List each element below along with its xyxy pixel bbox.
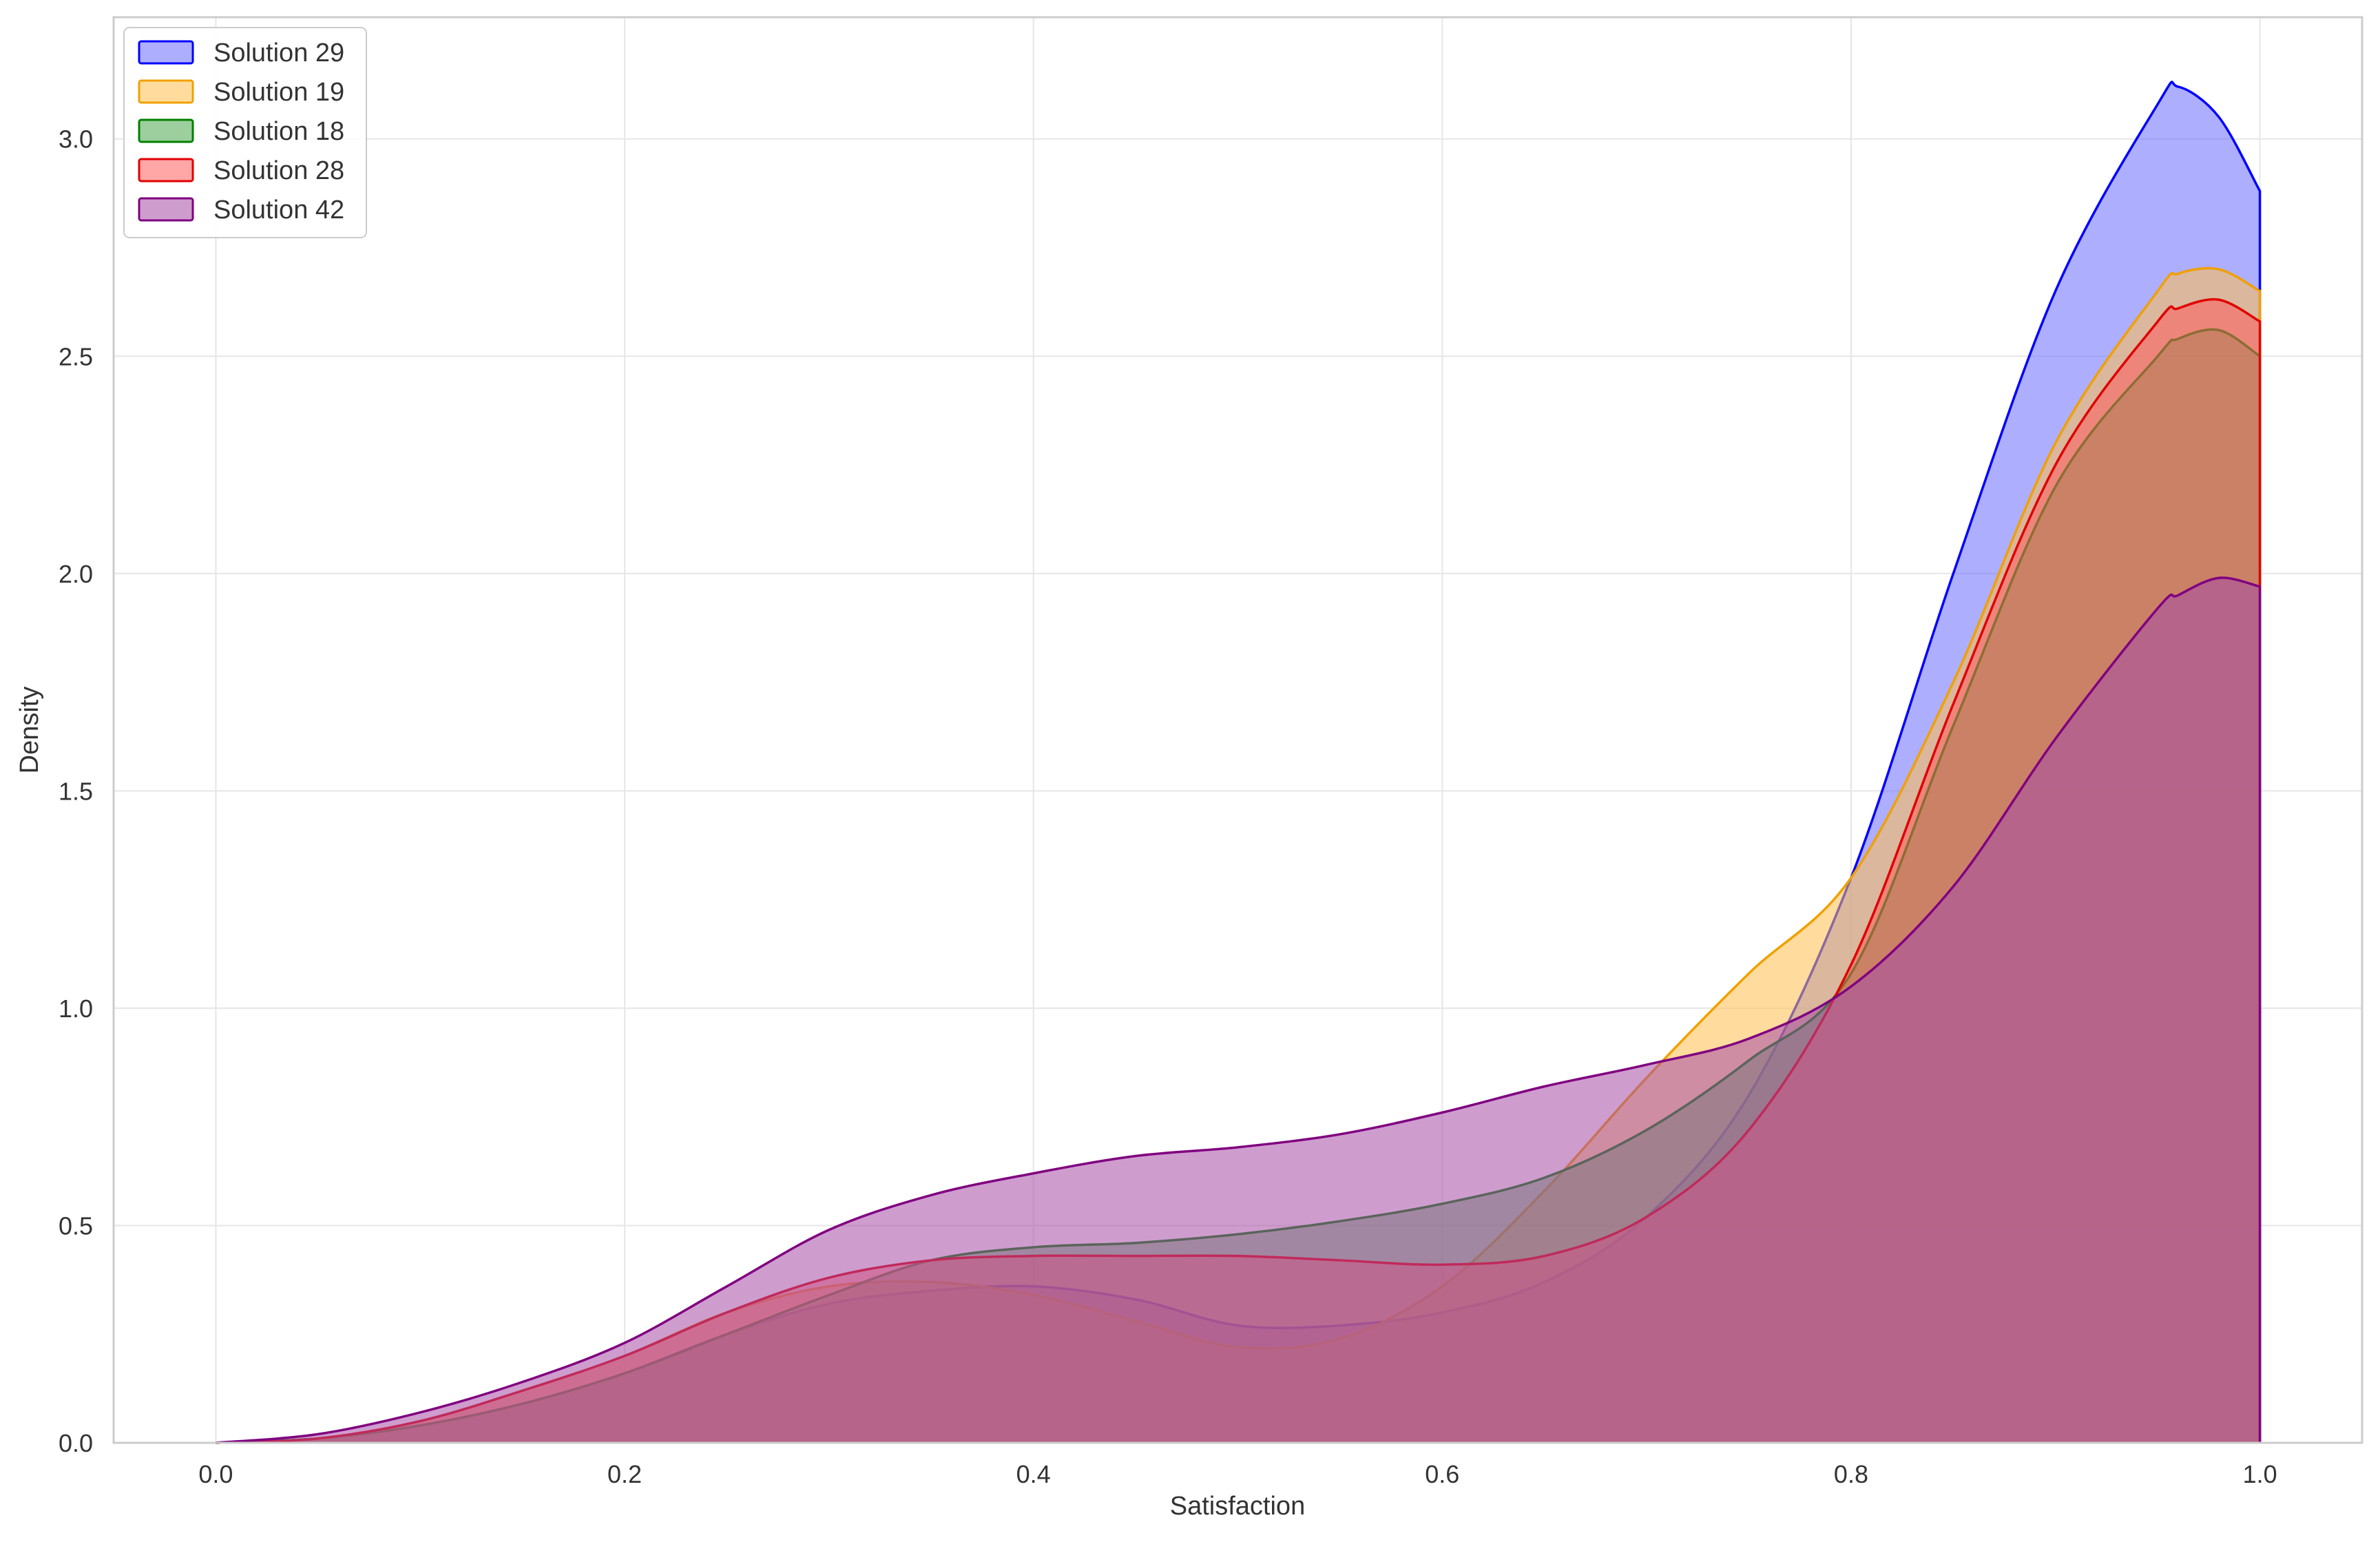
- density-area-solution-42: [216, 577, 2260, 1443]
- x-tick-label: 0.2: [607, 1460, 642, 1488]
- legend-label-solution-28: Solution 28: [213, 156, 344, 185]
- x-axis-label: Satisfaction: [1170, 1492, 1305, 1521]
- y-tick-label: 1.5: [59, 777, 93, 805]
- x-tick-label: 0.4: [1016, 1460, 1051, 1488]
- x-tick-label: 0.6: [1425, 1460, 1459, 1488]
- density-areas: [216, 81, 2262, 1444]
- legend-label-solution-42: Solution 42: [213, 196, 344, 225]
- y-axis-label: Density: [15, 687, 44, 774]
- y-tick-label: 2.0: [59, 560, 93, 588]
- x-tick-label: 0.0: [198, 1460, 233, 1488]
- y-tick-label: 2.5: [59, 342, 93, 371]
- x-tick-label: 1.0: [2243, 1460, 2277, 1488]
- y-tick-label: 1.0: [59, 994, 93, 1023]
- plot-frame: [112, 16, 2363, 1444]
- legend-label-solution-19: Solution 19: [213, 78, 344, 107]
- legend: Solution 29 Solution 19 Solution 18 Solutio…: [123, 27, 367, 238]
- y-tick-label: 3.0: [59, 125, 93, 154]
- legend-swatch-solution-19: [138, 79, 194, 104]
- y-tick-label: 0.0: [59, 1429, 93, 1457]
- density-line-solution-42: [216, 576, 2262, 1444]
- legend-swatch-solution-42: [138, 197, 194, 222]
- legend-swatch-solution-28: [138, 158, 194, 183]
- legend-swatch-solution-29: [138, 40, 194, 65]
- legend-label-solution-18: Solution 18: [213, 117, 344, 146]
- x-tick-label: 0.8: [1834, 1460, 1868, 1488]
- y-tick-label: 0.5: [59, 1211, 93, 1240]
- legend-label-solution-29: Solution 29: [213, 39, 344, 67]
- tick-labels: 0.0 0.2 0.4 0.6 0.8 1.0 0.0 0.5 1.0 1.5 2.0 2.5 3.0: [59, 125, 2277, 1488]
- legend-swatch-solution-18: [138, 118, 194, 143]
